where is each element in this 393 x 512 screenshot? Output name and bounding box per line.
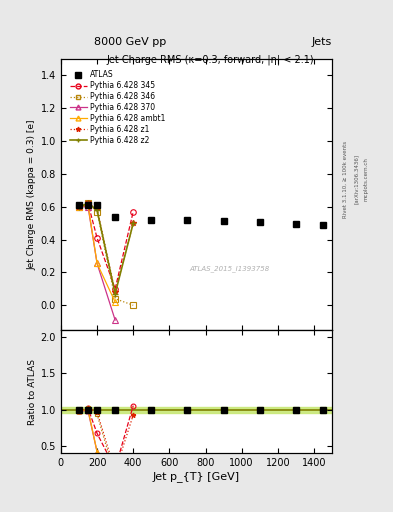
Text: ATLAS_2015_I1393758: ATLAS_2015_I1393758: [189, 265, 269, 272]
Text: 8000 GeV pp: 8000 GeV pp: [94, 37, 167, 47]
Title: Jet Charge RMS (κ=0.3, forward, |η| < 2.1): Jet Charge RMS (κ=0.3, forward, |η| < 2.…: [106, 55, 314, 66]
X-axis label: Jet p_{T} [GeV]: Jet p_{T} [GeV]: [153, 471, 240, 482]
Y-axis label: Jet Charge RMS (kappa = 0.3) [e]: Jet Charge RMS (kappa = 0.3) [e]: [28, 119, 37, 270]
Text: Jets: Jets: [312, 37, 332, 47]
Text: Rivet 3.1.10, ≥ 100k events: Rivet 3.1.10, ≥ 100k events: [343, 141, 348, 218]
Y-axis label: Ratio to ATLAS: Ratio to ATLAS: [28, 358, 37, 424]
Text: [arXiv:1306.3436]: [arXiv:1306.3436]: [354, 154, 359, 204]
Legend: ATLAS, Pythia 6.428 345, Pythia 6.428 346, Pythia 6.428 370, Pythia 6.428 ambt1,: ATLAS, Pythia 6.428 345, Pythia 6.428 34…: [68, 68, 167, 147]
Text: mcplots.cern.ch: mcplots.cern.ch: [364, 157, 369, 201]
